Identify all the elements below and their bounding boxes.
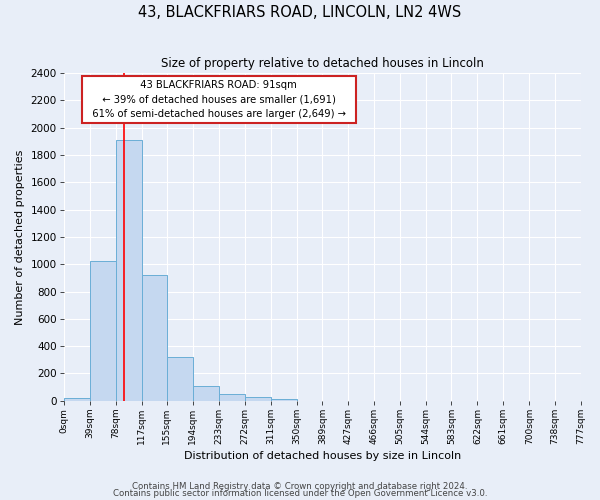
Title: Size of property relative to detached houses in Lincoln: Size of property relative to detached ho… xyxy=(161,58,484,70)
Text: Contains HM Land Registry data © Crown copyright and database right 2024.: Contains HM Land Registry data © Crown c… xyxy=(132,482,468,491)
Text: Contains public sector information licensed under the Open Government Licence v3: Contains public sector information licen… xyxy=(113,490,487,498)
Bar xyxy=(142,275,167,400)
Bar xyxy=(89,262,116,400)
Text: 43 BLACKFRIARS ROAD: 91sqm  
  ← 39% of detached houses are smaller (1,691)  
  : 43 BLACKFRIARS ROAD: 91sqm ← 39% of deta… xyxy=(86,80,352,119)
Y-axis label: Number of detached properties: Number of detached properties xyxy=(15,149,25,324)
Bar xyxy=(219,394,245,400)
Bar xyxy=(64,398,89,400)
Bar xyxy=(167,357,193,401)
Bar xyxy=(116,140,142,400)
X-axis label: Distribution of detached houses by size in Lincoln: Distribution of detached houses by size … xyxy=(184,451,461,461)
Text: 43, BLACKFRIARS ROAD, LINCOLN, LN2 4WS: 43, BLACKFRIARS ROAD, LINCOLN, LN2 4WS xyxy=(139,5,461,20)
Bar xyxy=(245,398,271,400)
Bar xyxy=(193,386,219,400)
